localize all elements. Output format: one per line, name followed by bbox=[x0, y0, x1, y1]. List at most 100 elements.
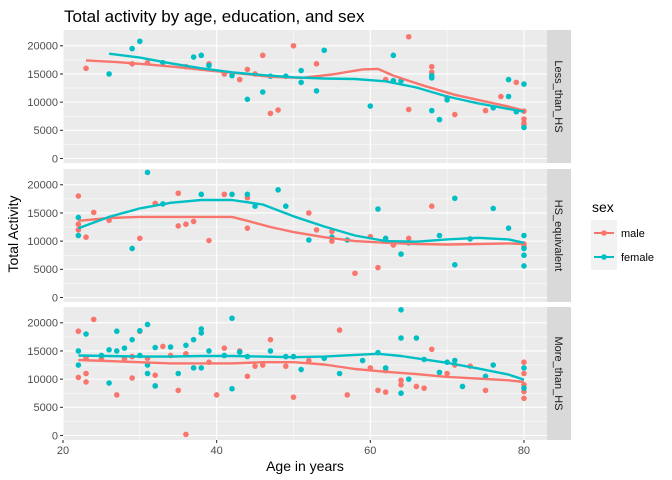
data-point-female bbox=[75, 232, 82, 239]
data-point-male bbox=[282, 363, 289, 369]
data-point-female bbox=[144, 370, 151, 377]
data-point-male bbox=[244, 225, 251, 231]
data-point-male bbox=[75, 374, 82, 381]
y-tick-label: 20000 bbox=[27, 180, 58, 192]
data-point-female bbox=[106, 71, 112, 77]
data-point-male bbox=[190, 218, 197, 225]
data-point-female bbox=[306, 237, 312, 243]
data-point-female bbox=[236, 349, 243, 355]
data-point-male bbox=[183, 431, 189, 438]
data-point-female bbox=[229, 385, 235, 392]
data-point-male bbox=[290, 42, 297, 49]
data-point-male bbox=[405, 235, 412, 242]
data-point-female bbox=[190, 365, 197, 371]
data-point-male bbox=[498, 93, 504, 100]
panel-background bbox=[63, 307, 547, 440]
data-point-female bbox=[405, 376, 412, 382]
data-point-female bbox=[137, 38, 143, 45]
data-point-female bbox=[436, 232, 443, 239]
data-point-male bbox=[398, 377, 404, 384]
data-point-female bbox=[390, 52, 397, 59]
data-point-male bbox=[90, 209, 97, 216]
series-male bbox=[75, 316, 527, 438]
data-point-female bbox=[152, 344, 158, 351]
y-tick-label: 10000 bbox=[27, 236, 58, 248]
data-point-male bbox=[75, 193, 82, 199]
legend-key-point bbox=[601, 254, 607, 260]
data-point-male bbox=[137, 235, 143, 242]
data-point-male bbox=[221, 345, 228, 351]
y-tick-label: 0 bbox=[52, 430, 58, 442]
data-point-female bbox=[275, 187, 281, 193]
data-point-male bbox=[259, 362, 266, 368]
data-point-female bbox=[229, 191, 235, 198]
data-point-female bbox=[482, 373, 489, 380]
data-point-male bbox=[444, 370, 450, 377]
data-point-female bbox=[521, 232, 527, 239]
facet-strip bbox=[547, 30, 571, 163]
data-point-female bbox=[428, 107, 435, 114]
data-point-female bbox=[282, 203, 289, 209]
data-point-female bbox=[398, 390, 404, 397]
data-point-female bbox=[229, 72, 235, 79]
data-point-female bbox=[267, 348, 274, 354]
x-tick-label: 20 bbox=[57, 445, 69, 457]
data-point-male bbox=[175, 190, 182, 197]
data-point-female bbox=[113, 328, 120, 335]
data-point-male bbox=[398, 381, 404, 388]
data-point-female bbox=[259, 89, 266, 95]
data-point-male bbox=[421, 385, 427, 391]
data-point-male bbox=[267, 110, 274, 117]
data-point-female bbox=[121, 345, 128, 351]
data-point-female bbox=[336, 370, 343, 377]
facet-strip-label: HS_equivalent bbox=[552, 200, 564, 272]
data-point-male bbox=[428, 203, 435, 209]
data-point-female bbox=[106, 347, 112, 353]
data-point-female bbox=[436, 116, 443, 123]
data-point-female bbox=[244, 96, 251, 103]
data-point-female bbox=[206, 348, 212, 354]
data-point-female bbox=[198, 326, 205, 332]
data-point-female bbox=[129, 45, 135, 52]
smooth-line-male bbox=[78, 358, 525, 384]
data-point-male bbox=[405, 33, 412, 40]
y-tick-label: 15000 bbox=[27, 346, 58, 358]
data-point-male bbox=[160, 343, 166, 350]
smooth-line-female bbox=[78, 352, 525, 381]
legend-title: sex bbox=[592, 199, 614, 215]
data-point-male bbox=[175, 387, 182, 394]
y-tick-label: 5000 bbox=[34, 125, 58, 137]
data-point-male bbox=[521, 359, 527, 366]
data-point-male bbox=[375, 264, 381, 271]
legend-key-point bbox=[601, 230, 607, 236]
data-point-male bbox=[259, 52, 266, 59]
data-point-female bbox=[198, 365, 205, 371]
data-point-female bbox=[398, 251, 404, 257]
data-point-male bbox=[482, 387, 489, 394]
legend-label-female: female bbox=[621, 252, 654, 264]
data-point-female bbox=[206, 62, 212, 69]
data-point-male bbox=[306, 357, 312, 364]
data-point-male bbox=[482, 107, 489, 114]
data-point-male bbox=[521, 395, 527, 402]
data-point-female bbox=[198, 52, 205, 59]
x-tick-label: 80 bbox=[518, 445, 530, 457]
y-axis-title: Total Activity bbox=[5, 195, 21, 272]
panel-background bbox=[63, 30, 547, 163]
y-tick-label: 10000 bbox=[27, 374, 58, 386]
data-point-male bbox=[521, 116, 527, 122]
data-point-male bbox=[306, 210, 312, 216]
legend-key-female: female bbox=[591, 244, 654, 270]
data-point-female bbox=[190, 336, 197, 343]
data-point-male bbox=[336, 327, 343, 333]
data-point-female bbox=[521, 385, 527, 391]
facet-strip bbox=[547, 169, 571, 302]
panel-More_than_HS: 0 5000 10000 15000 20000 More_than_HS bbox=[27, 307, 571, 442]
series-female bbox=[75, 307, 527, 397]
data-point-male bbox=[244, 373, 251, 380]
data-point-male bbox=[344, 392, 351, 398]
data-point-male bbox=[413, 383, 420, 390]
data-point-male bbox=[244, 66, 251, 73]
y-tick-label: 5000 bbox=[34, 402, 58, 414]
